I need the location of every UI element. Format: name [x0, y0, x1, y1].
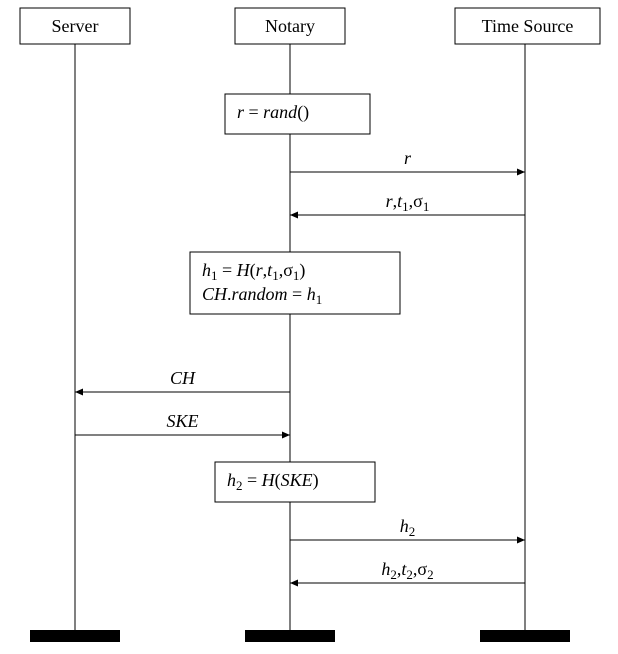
- message-label-m3: CH: [170, 368, 196, 388]
- note-n1-line1: r = rand(): [237, 102, 309, 123]
- participant-label-timesource: Time Source: [482, 16, 574, 36]
- note-n2-line2: CH.random = h1: [202, 284, 322, 307]
- lifeline-endcap-notary: [245, 630, 335, 642]
- message-label-m1: r: [404, 148, 412, 168]
- svg-text:h2,t2,σ2: h2,t2,σ2: [381, 559, 433, 582]
- sequence-diagram: Server Notary Time Source r r,t1,σ1 CH SKE h2 h…: [0, 0, 618, 654]
- svg-text:h2: h2: [400, 516, 416, 539]
- lifeline-endcap-server: [30, 630, 120, 642]
- svg-text:r = rand(): r = rand(): [237, 102, 309, 123]
- message-label-m5: h2: [400, 516, 416, 539]
- message-label-m2: r,t1,σ1: [386, 191, 430, 214]
- svg-text:CH: CH: [170, 368, 196, 388]
- svg-text:CH.random = h1: CH.random = h1: [202, 284, 322, 307]
- lifeline-endcap-timesource: [480, 630, 570, 642]
- svg-text:r: r: [404, 148, 412, 168]
- message-label-m4: SKE: [166, 411, 198, 431]
- svg-text:r,t1,σ1: r,t1,σ1: [386, 191, 430, 214]
- svg-text:h1 = H(r,t1,σ1): h1 = H(r,t1,σ1): [202, 260, 305, 283]
- svg-text:SKE: SKE: [166, 411, 198, 431]
- message-label-m6: h2,t2,σ2: [381, 559, 433, 582]
- participant-label-notary: Notary: [265, 16, 315, 36]
- participant-label-server: Server: [52, 16, 99, 36]
- note-n2-line1: h1 = H(r,t1,σ1): [202, 260, 305, 283]
